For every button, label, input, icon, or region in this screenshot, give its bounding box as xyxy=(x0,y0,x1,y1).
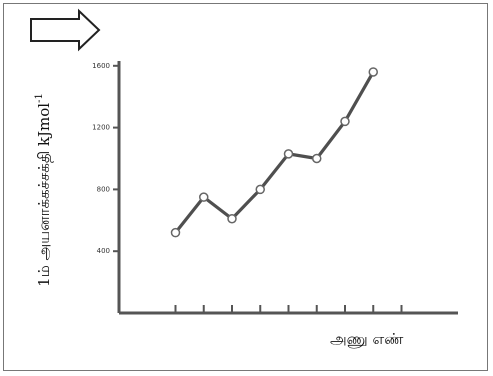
data-point xyxy=(340,116,350,127)
y-tick-label: 400 xyxy=(97,247,110,255)
data-point xyxy=(283,149,294,159)
y-axis-label: 1ம் அயனாக்கச்சக்தி kJmol-1 xyxy=(34,93,54,287)
series-line xyxy=(174,71,375,234)
y-tick-label: 1200 xyxy=(92,124,110,132)
y-tick-label: 800 xyxy=(97,185,110,193)
data-point xyxy=(255,184,265,195)
y-axis-label-text: 1ம் அயனாக்கச்சக்தி kJmol xyxy=(35,103,53,287)
x-axis-label: அணு எண் xyxy=(330,330,403,348)
chart-frame xyxy=(3,3,488,371)
data-point xyxy=(199,192,209,202)
data-point xyxy=(170,227,181,238)
data-point xyxy=(312,153,322,164)
data-point xyxy=(368,67,378,77)
right-arrow-outline-icon xyxy=(30,8,101,52)
y-axis-label-superscript: -1 xyxy=(34,93,45,103)
data-point xyxy=(227,214,237,224)
y-tick-label: 1600 xyxy=(92,62,110,70)
